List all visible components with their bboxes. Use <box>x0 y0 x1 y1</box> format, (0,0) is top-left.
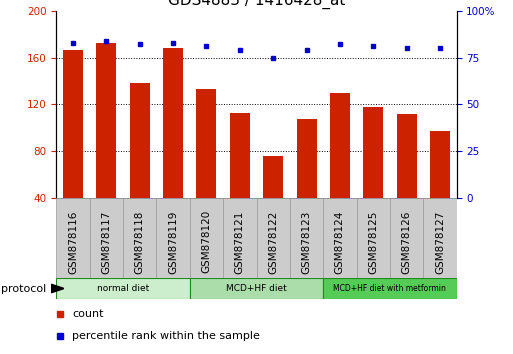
Bar <box>63 51 83 245</box>
Text: GSM878126: GSM878126 <box>402 210 411 274</box>
Bar <box>330 93 350 245</box>
Bar <box>263 156 283 245</box>
Bar <box>90 198 123 278</box>
Bar <box>323 198 357 278</box>
Bar <box>290 198 323 278</box>
Bar <box>123 198 156 278</box>
Text: GSM878127: GSM878127 <box>435 210 445 274</box>
Bar <box>56 278 190 299</box>
Text: GSM878123: GSM878123 <box>302 210 311 274</box>
Bar <box>130 83 150 245</box>
Bar <box>190 278 323 299</box>
Bar <box>223 198 256 278</box>
Bar <box>56 198 90 278</box>
Bar <box>423 198 457 278</box>
Bar <box>190 198 223 278</box>
Text: GSM878119: GSM878119 <box>168 210 178 274</box>
Bar <box>397 114 417 245</box>
Text: GSM878118: GSM878118 <box>135 210 145 274</box>
Text: GSM878116: GSM878116 <box>68 210 78 274</box>
Text: MCD+HF diet: MCD+HF diet <box>226 284 287 293</box>
Bar <box>357 198 390 278</box>
Bar <box>96 44 116 245</box>
Title: GDS4883 / 1416428_at: GDS4883 / 1416428_at <box>168 0 345 9</box>
Text: GSM878125: GSM878125 <box>368 210 378 274</box>
Bar <box>230 113 250 245</box>
Text: GSM878124: GSM878124 <box>335 210 345 274</box>
Bar <box>323 278 457 299</box>
Text: percentile rank within the sample: percentile rank within the sample <box>72 331 260 341</box>
Text: GSM878117: GSM878117 <box>102 210 111 274</box>
Text: GSM878121: GSM878121 <box>235 210 245 274</box>
Text: MCD+HF diet with metformin: MCD+HF diet with metformin <box>333 284 446 293</box>
Bar <box>390 198 423 278</box>
Text: protocol: protocol <box>1 284 46 293</box>
Polygon shape <box>51 284 64 293</box>
Bar <box>363 107 383 245</box>
Bar <box>256 198 290 278</box>
Bar <box>156 198 190 278</box>
Text: normal diet: normal diet <box>97 284 149 293</box>
Text: count: count <box>72 309 104 319</box>
Bar <box>430 131 450 245</box>
Text: GSM878120: GSM878120 <box>202 210 211 273</box>
Bar <box>297 119 317 245</box>
Bar <box>196 89 216 245</box>
Text: GSM878122: GSM878122 <box>268 210 278 274</box>
Bar <box>163 48 183 245</box>
